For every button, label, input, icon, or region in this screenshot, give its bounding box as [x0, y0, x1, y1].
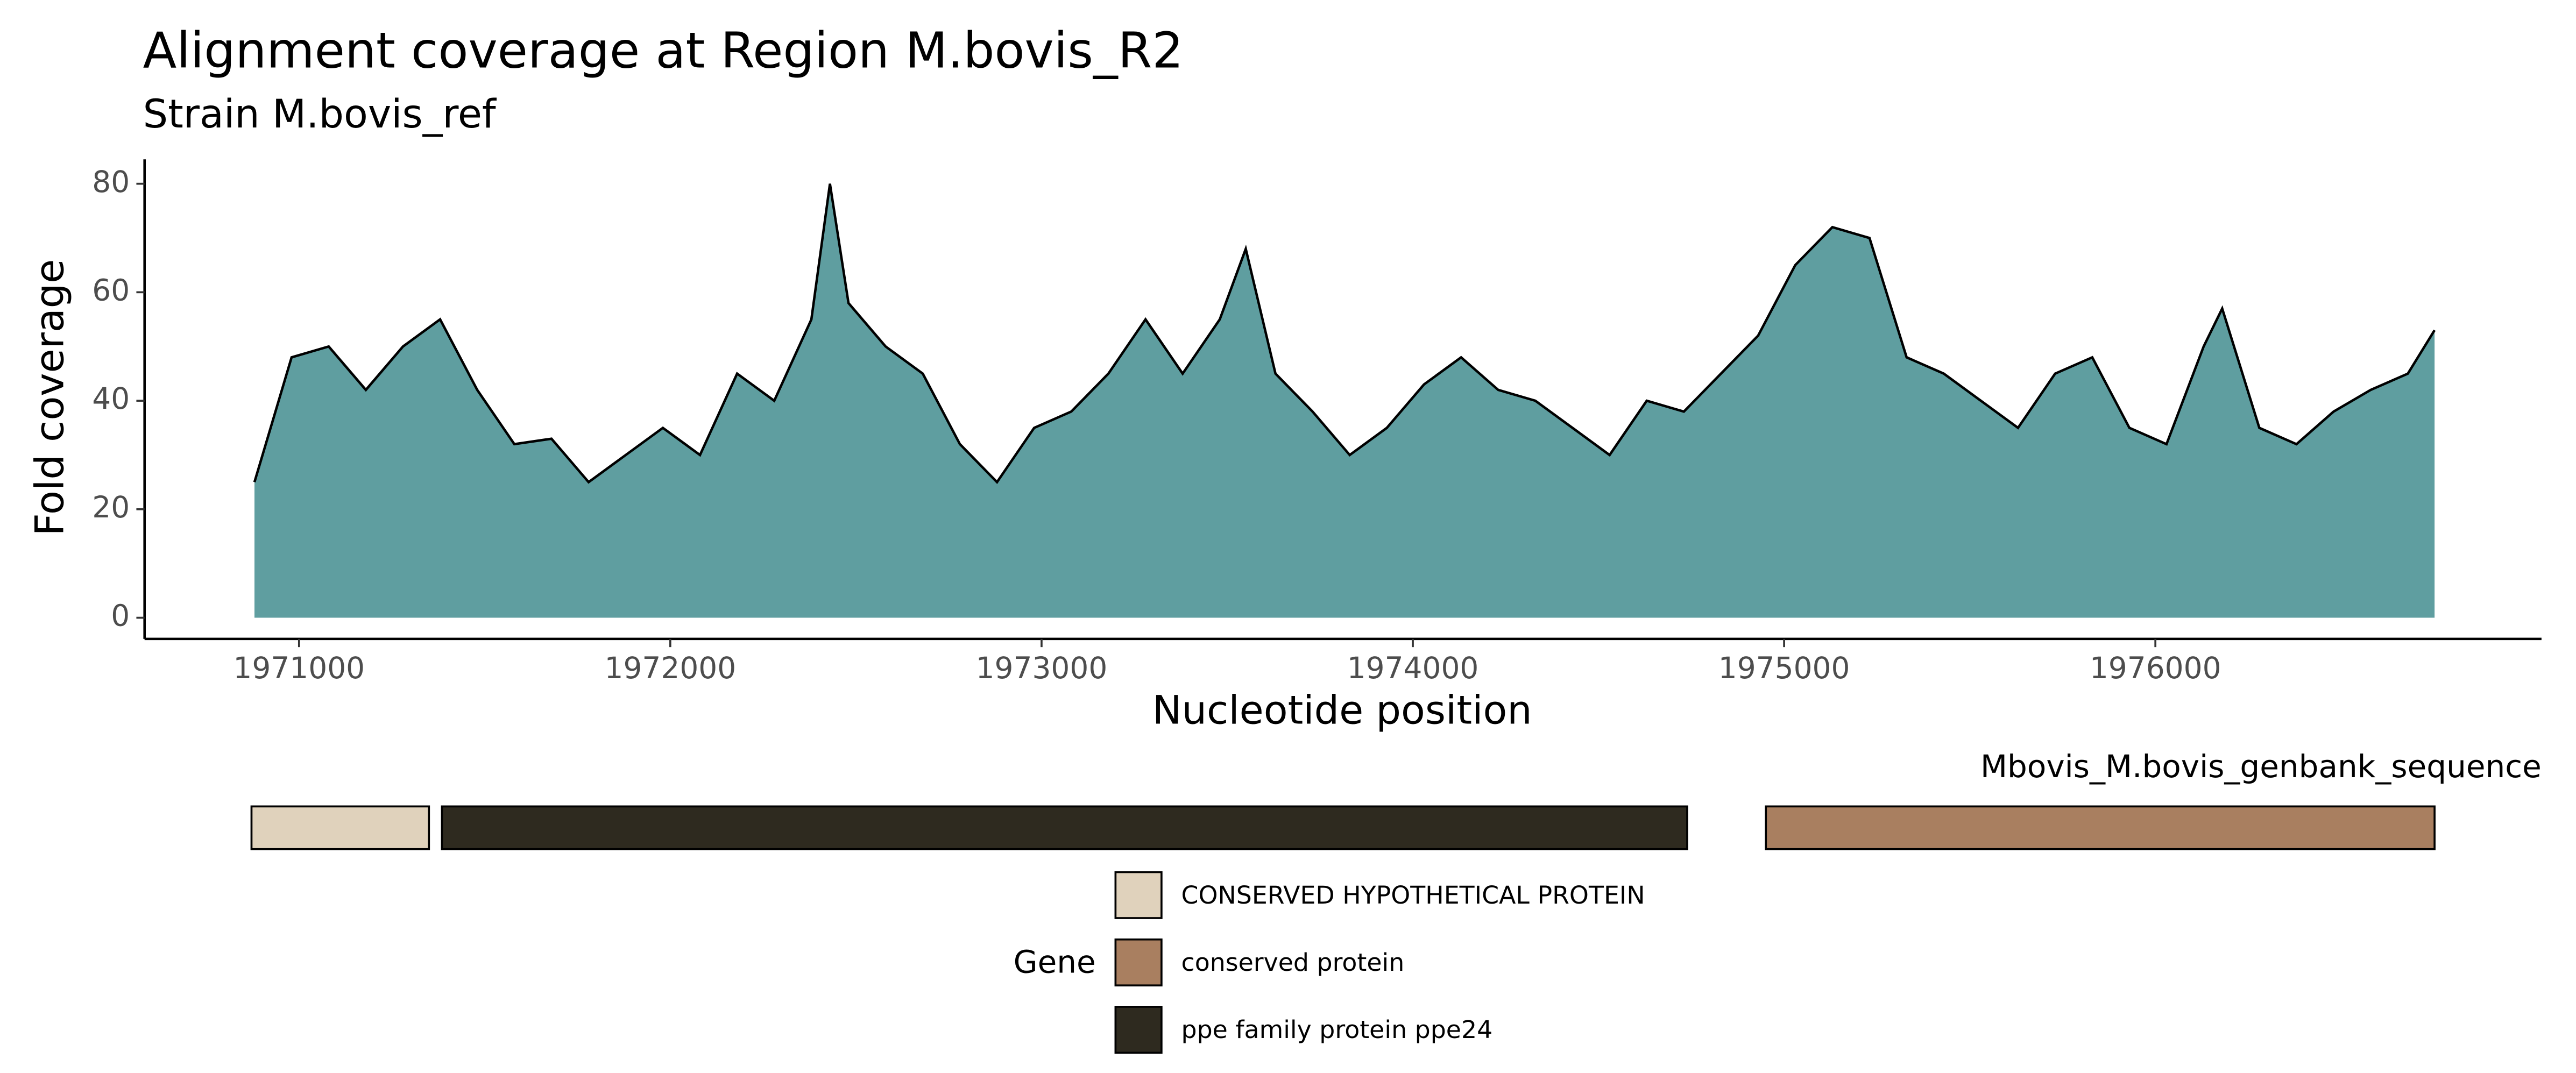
legend-title: Gene: [1014, 944, 1096, 980]
x-tick-label: 1974000: [1347, 651, 1479, 685]
legend-swatch: [1114, 871, 1163, 919]
x-tick-label: 1972000: [604, 651, 736, 685]
x-tick-label: 1971000: [233, 651, 365, 685]
y-tick-label: 80: [92, 165, 130, 199]
y-tick-label: 20: [92, 490, 130, 524]
legend-label: conserved protein: [1181, 948, 1405, 977]
y-tick-label: 40: [92, 381, 130, 416]
track-label: Mbovis_M.bovis_genbank_sequence: [1980, 748, 2542, 785]
x-tick-label: 1975000: [1718, 651, 1850, 685]
coverage-area: [254, 183, 2435, 618]
y-tick-label: 0: [111, 599, 130, 633]
x-tick-label: 1973000: [976, 651, 1108, 685]
coverage-line: [253, 183, 2436, 484]
gene-block: [250, 805, 430, 850]
legend-swatch: [1114, 938, 1163, 987]
gene-block: [1765, 805, 2436, 850]
x-tick-label: 1976000: [2090, 651, 2221, 685]
chart-subtitle: Strain M.bovis_ref: [143, 91, 497, 137]
chart-title: Alignment coverage at Region M.bovis_R2: [143, 22, 1184, 80]
legend-label: CONSERVED HYPOTHETICAL PROTEIN: [1181, 880, 1645, 909]
legend-swatch: [1114, 1006, 1163, 1054]
x-axis-label: Nucleotide position: [1152, 687, 1532, 733]
gene-block: [441, 805, 1688, 850]
y-axis-label: Fold coverage: [27, 259, 73, 536]
legend-label: ppe family protein ppe24: [1181, 1015, 1493, 1044]
y-tick-label: 60: [92, 273, 130, 307]
